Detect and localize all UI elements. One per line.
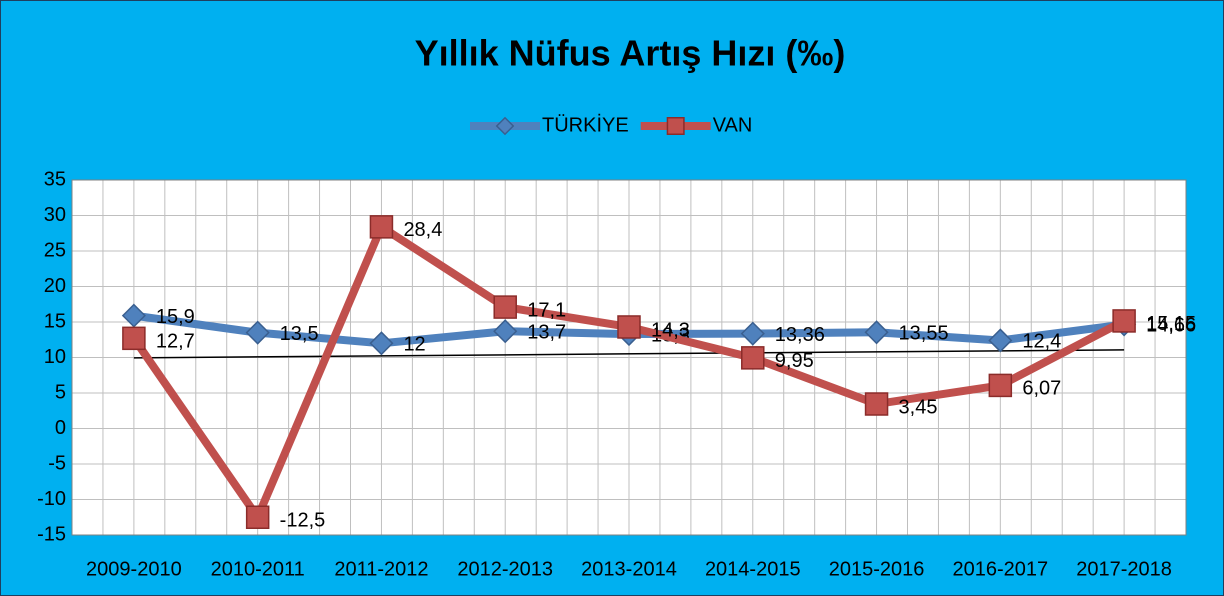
- data-label: 13,55: [899, 323, 949, 345]
- x-tick-label: 2014-2015: [705, 558, 801, 580]
- data-label: 14,66: [1146, 315, 1196, 337]
- x-tick-label: 2012-2013: [457, 558, 553, 580]
- y-tick-label: 35: [44, 168, 66, 190]
- y-tick-label: 5: [55, 381, 66, 403]
- data-label: 15,15: [1146, 313, 1196, 335]
- data-label: 13,36: [775, 324, 825, 346]
- legend-label: VAN: [713, 114, 753, 136]
- data-label: 6,07: [1022, 378, 1061, 400]
- data-point: [493, 295, 517, 319]
- data-point: [864, 392, 889, 416]
- legend-marker: [495, 116, 515, 136]
- data-label: 14,3: [651, 319, 690, 341]
- y-tick-label: 25: [44, 239, 66, 261]
- plot-border: [71, 179, 1187, 536]
- data-label: 17,1: [527, 299, 566, 321]
- x-tick-label: 2010-2011: [211, 558, 305, 580]
- x-tick-label: 2015-2016: [829, 558, 925, 580]
- data-label: 15,9: [156, 306, 195, 328]
- y-tick-label: 15: [44, 310, 66, 332]
- x-tick-label: 2009-2010: [86, 558, 182, 580]
- data-point: [1112, 309, 1136, 333]
- y-tick-label: -10: [37, 488, 66, 510]
- chart-title: Yıllık Nüfus Artış Hızı (‰): [415, 33, 846, 74]
- legend-label: TÜRKİYE: [542, 113, 629, 136]
- data-label: 28,4: [403, 219, 442, 241]
- x-tick-label: 2016-2017: [953, 558, 1049, 580]
- y-tick-label: 0: [55, 417, 66, 439]
- data-label: 13,7: [527, 322, 566, 344]
- data-point: [122, 326, 146, 351]
- data-point: [988, 328, 1013, 353]
- data-label: 12,7: [156, 331, 195, 353]
- y-tick-label: 20: [44, 275, 66, 297]
- data-point: [369, 331, 394, 356]
- data-label: 3,45: [899, 396, 938, 418]
- y-tick-label: 10: [44, 346, 66, 368]
- data-label: 12,4: [1022, 331, 1061, 353]
- legend-marker: [666, 117, 685, 135]
- data-label: 13,5: [280, 323, 319, 345]
- y-tick-label: -15: [37, 523, 66, 545]
- data-point: [493, 319, 518, 344]
- data-point: [245, 320, 270, 345]
- x-tick-label: 2013-2014: [581, 558, 677, 580]
- data-point: [740, 321, 765, 346]
- x-tick-label: 2017-2018: [1076, 558, 1172, 580]
- data-label: 9,95: [775, 350, 814, 372]
- data-label: -12,5: [280, 510, 326, 532]
- data-point: [369, 215, 394, 239]
- data-label: 12: [403, 334, 425, 356]
- data-point: [245, 505, 270, 529]
- y-tick-label: 30: [44, 204, 66, 226]
- x-tick-label: 2011-2012: [334, 558, 428, 580]
- data-point: [864, 320, 889, 345]
- data-point: [617, 315, 641, 339]
- data-point: [741, 346, 765, 370]
- data-point: [988, 373, 1013, 398]
- y-tick-label: -5: [48, 452, 66, 474]
- trendline: [133, 349, 1125, 359]
